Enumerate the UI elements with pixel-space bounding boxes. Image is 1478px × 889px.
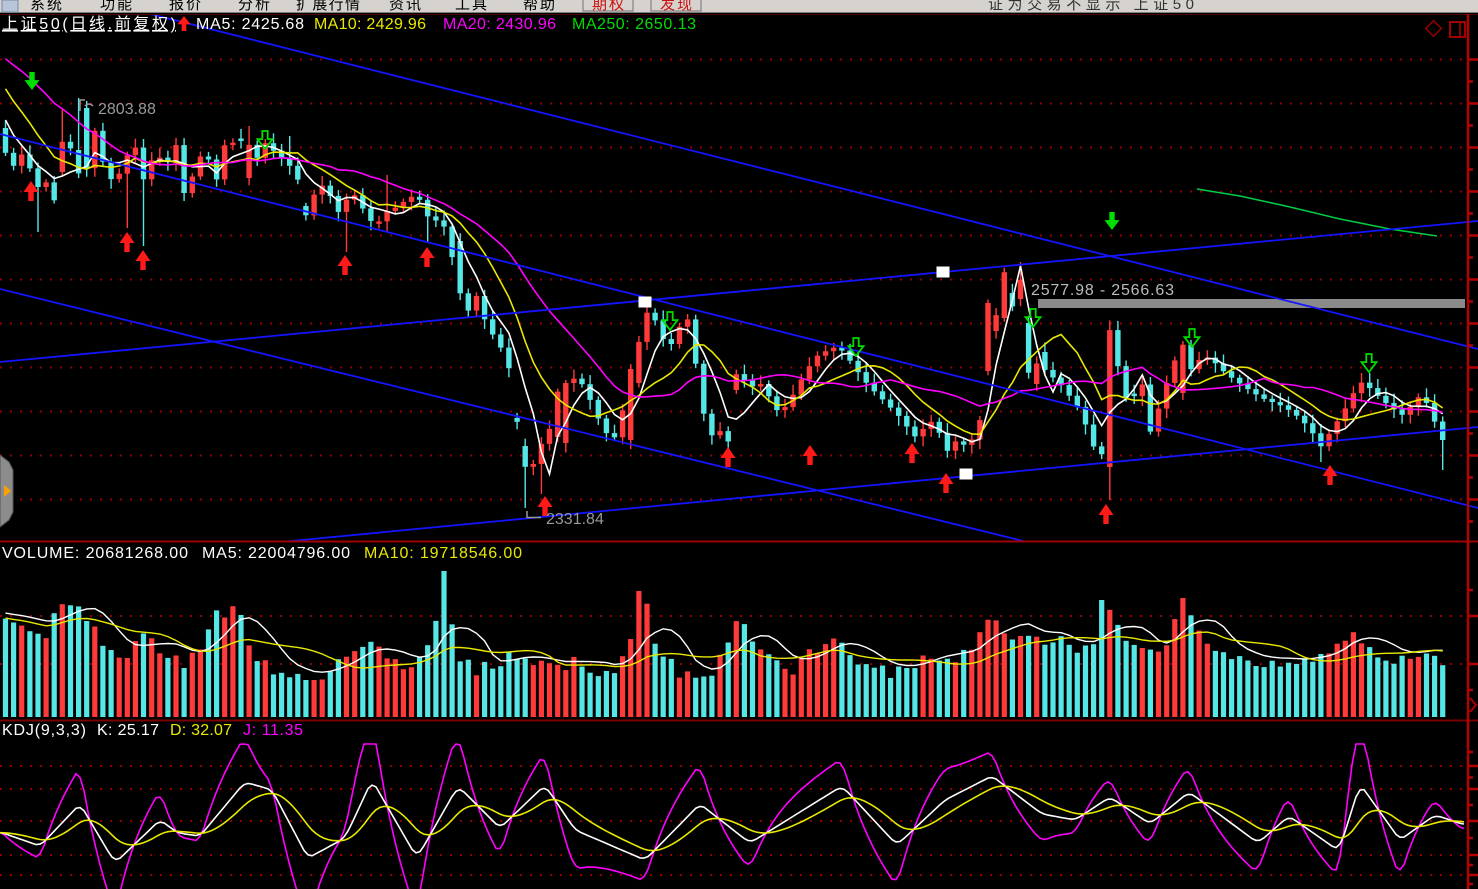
svg-text:MA10: 19718546.00: MA10: 19718546.00 [364, 545, 522, 562]
svg-text:2577.98 - 2566.63: 2577.98 - 2566.63 [1031, 282, 1174, 299]
svg-text:分析: 分析 [238, 0, 270, 13]
svg-text:MA20: 2430.96: MA20: 2430.96 [443, 16, 556, 33]
svg-text:资讯: 资讯 [389, 0, 421, 13]
svg-text:K: 25.17: K: 25.17 [97, 722, 159, 739]
svg-text:MA5: 2425.68: MA5: 2425.68 [196, 16, 304, 33]
svg-text:报价: 报价 [169, 0, 201, 13]
svg-text:扩展行情: 扩展行情 [296, 0, 360, 13]
svg-text:发现: 发现 [660, 0, 692, 13]
svg-text:MA250: 2650.13: MA250: 2650.13 [572, 16, 696, 33]
svg-text:功能: 功能 [100, 0, 132, 13]
svg-text:帮助: 帮助 [523, 0, 555, 13]
svg-text:MA10: 2429.96: MA10: 2429.96 [314, 16, 426, 33]
svg-text:上证50(日线.前复权): 上证50(日线.前复权) [2, 15, 176, 33]
svg-text:证为交易不显示 上证50: 证为交易不显示 上证50 [988, 0, 1194, 13]
svg-text:MA5: 22004796.00: MA5: 22004796.00 [202, 545, 350, 562]
svg-text:期权: 期权 [592, 0, 624, 13]
svg-text:2803.88: 2803.88 [98, 101, 156, 118]
svg-text:KDJ(9,3,3): KDJ(9,3,3) [2, 722, 86, 739]
svg-text:系统: 系统 [30, 0, 62, 13]
svg-text:J: 11.35: J: 11.35 [243, 722, 303, 739]
svg-text:工具: 工具 [455, 0, 487, 13]
svg-text:D: 32.07: D: 32.07 [170, 722, 232, 739]
svg-text:VOLUME: 20681268.00: VOLUME: 20681268.00 [2, 545, 188, 562]
svg-text:2331.84: 2331.84 [546, 511, 604, 528]
